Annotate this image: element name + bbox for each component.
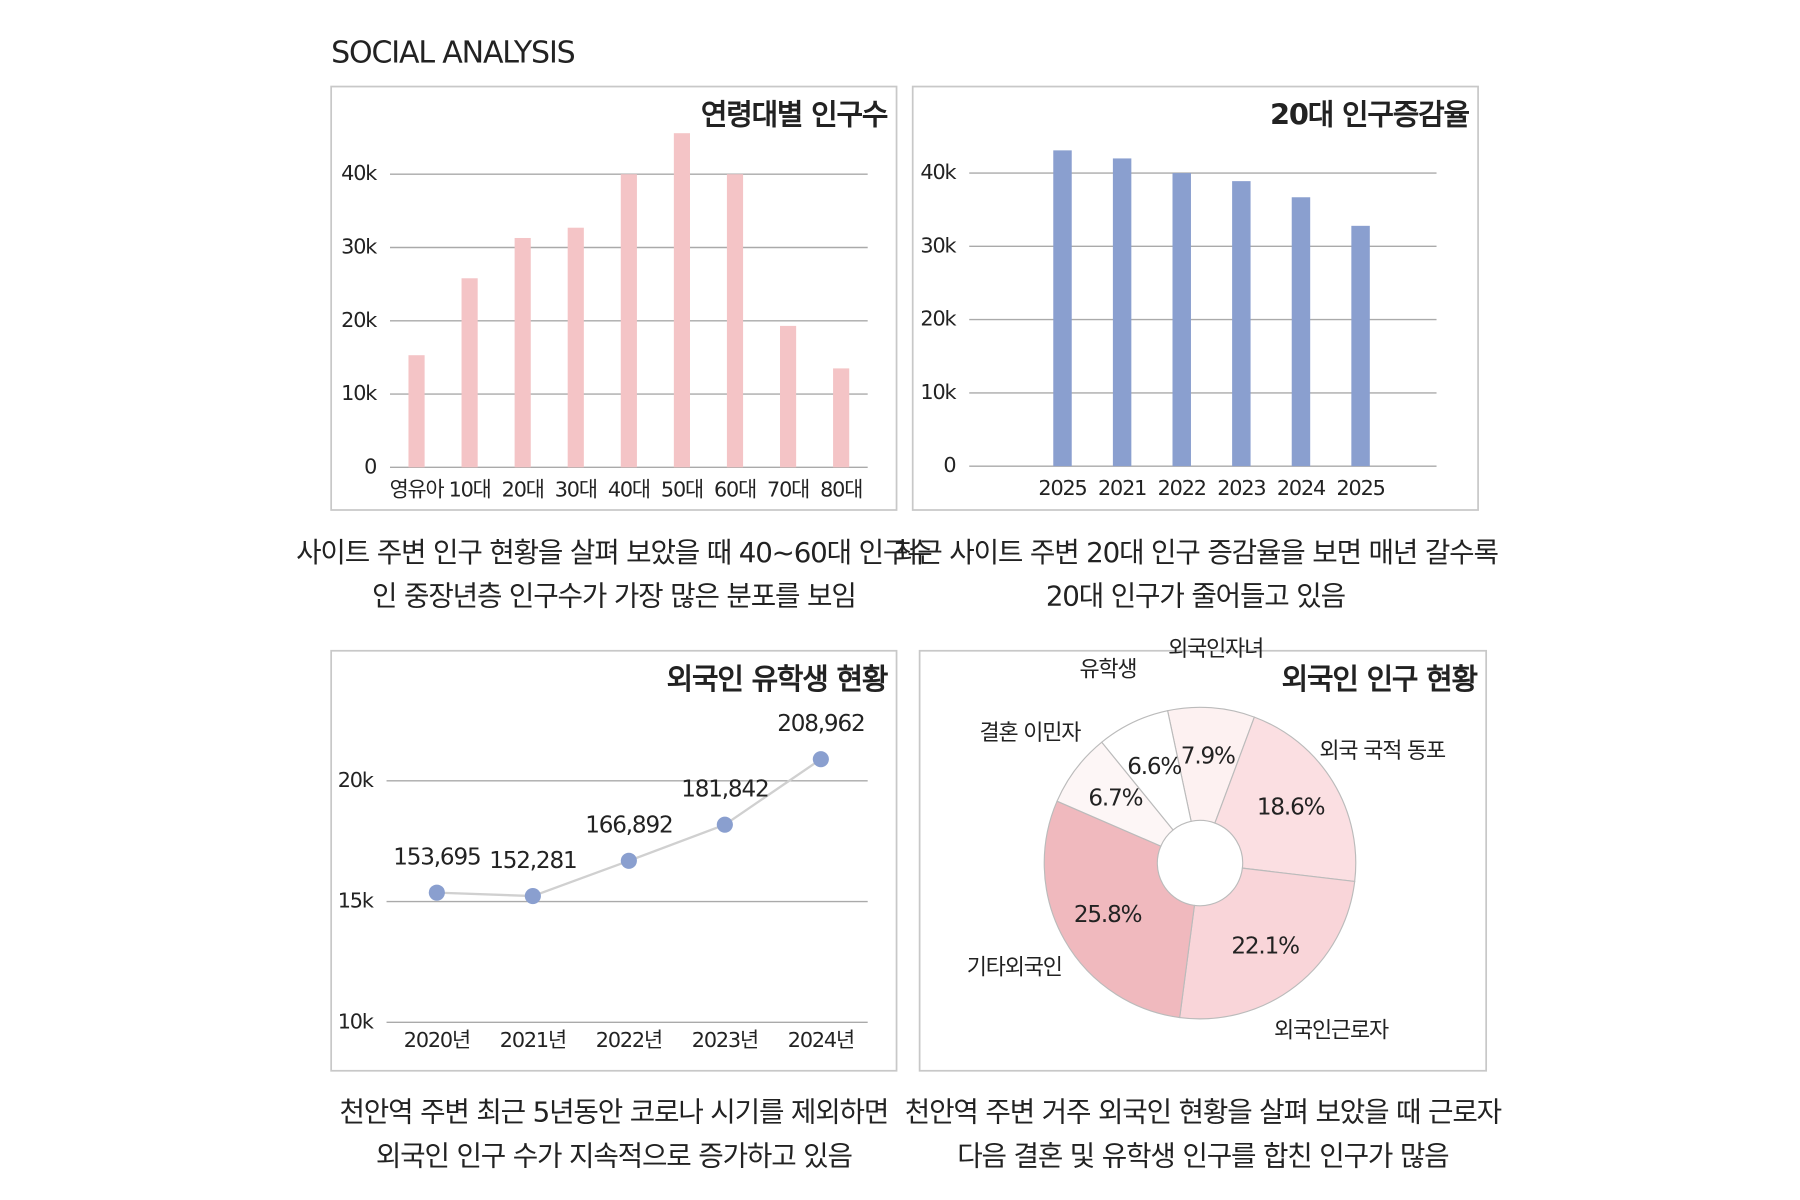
value-label: 153,695 xyxy=(393,845,480,871)
y-tick-label: 0 xyxy=(943,453,955,477)
y-tick-label: 30k xyxy=(341,235,377,259)
pie-slice xyxy=(1179,867,1356,1020)
x-tick-label: 2024 xyxy=(1277,476,1326,500)
value-label: 166,892 xyxy=(585,813,672,839)
x-tick-label: 2022년 xyxy=(596,1028,662,1052)
slice-name: 외국인자녀 xyxy=(1168,637,1263,662)
slice-value-label: 6.7% xyxy=(1088,785,1142,811)
bar xyxy=(1112,158,1132,467)
bar xyxy=(833,368,850,468)
page-header: SOCIAL ANALYSIS xyxy=(331,36,575,71)
point xyxy=(620,852,637,869)
slice-value-label: 6.6% xyxy=(1127,754,1181,780)
bar xyxy=(726,174,744,468)
y-tick-label: 10k xyxy=(338,1009,374,1033)
slice-name: 외국 국적 동포 xyxy=(1319,739,1446,764)
caption: 최근 사이트 주변 20대 인구 증감율을 보면 매년 갈수록 xyxy=(893,536,1498,569)
point xyxy=(524,887,541,905)
slice-name: 외국인근로자 xyxy=(1274,1019,1389,1044)
x-tick-label: 20대 xyxy=(502,477,544,501)
caption: 인 중장년층 인구수가 가장 많은 분포를 보임 xyxy=(372,580,856,613)
bar xyxy=(1053,150,1072,467)
value-label: 208,962 xyxy=(777,711,864,737)
y-tick-label: 10k xyxy=(920,380,956,404)
caption: 20대 인구가 줄어들고 있음 xyxy=(1046,580,1345,613)
caption: 천안역 주변 거주 외국인 현황을 살펴 보았을 때 근로자 xyxy=(905,1095,1502,1128)
x-tick-label: 2023 xyxy=(1217,476,1265,500)
panel xyxy=(918,649,1488,1072)
y-tick-label: 15k xyxy=(338,889,374,913)
x-tick-label: 10대 xyxy=(449,477,491,501)
x-tick-label: 70대 xyxy=(767,477,809,501)
slice-value-label: 25.8% xyxy=(1074,902,1142,928)
y-tick-label: 10k xyxy=(341,381,377,405)
x-tick-label: 40대 xyxy=(608,477,650,501)
x-tick-label: 2025 xyxy=(1038,476,1086,500)
caption: 천안역 주변 최근 5년동안 코로나 시기를 제외하면 xyxy=(339,1095,888,1128)
pie-slice xyxy=(1043,800,1196,1019)
x-tick-label: 2023년 xyxy=(692,1028,758,1052)
y-tick-label: 20k xyxy=(920,307,956,331)
bar xyxy=(620,174,637,468)
chart-title: 외국인 유학생 현황 xyxy=(667,662,888,696)
bar xyxy=(1232,181,1251,467)
bar xyxy=(673,133,690,468)
slice-value-label: 18.6% xyxy=(1257,794,1325,820)
y-tick-label: 30k xyxy=(920,233,956,257)
slice-name: 결혼 이민자 xyxy=(979,721,1081,746)
x-tick-label: 2022 xyxy=(1158,476,1206,500)
slice-name: 유학생 xyxy=(1079,657,1136,682)
x-tick-label: 30대 xyxy=(555,477,597,501)
caption: 사이트 주변 인구 현황을 살펴 보았을 때 40~60대 인구수 xyxy=(296,536,931,569)
x-tick-label: 영유아 xyxy=(390,477,445,501)
x-tick-label: 2021 xyxy=(1098,476,1146,500)
pie-slice xyxy=(1214,716,1357,883)
caption: 다음 결혼 및 유학생 인구를 합친 인구가 많음 xyxy=(957,1139,1448,1172)
point xyxy=(812,751,829,768)
x-tick-label: 50대 xyxy=(661,477,703,501)
bar xyxy=(1351,225,1370,467)
bar xyxy=(1172,173,1191,467)
x-tick-label: 2025 xyxy=(1336,476,1384,500)
bar xyxy=(567,227,584,468)
panel xyxy=(330,85,898,511)
value-label: 152,281 xyxy=(489,848,576,874)
slice-value-label: 22.1% xyxy=(1231,933,1299,959)
bar xyxy=(514,237,531,468)
slice-name: 기타외국인 xyxy=(967,955,1062,980)
y-tick-label: 0 xyxy=(364,454,376,478)
panel xyxy=(330,649,898,1072)
x-tick-label: 80대 xyxy=(820,477,862,501)
x-tick-label: 2021년 xyxy=(500,1028,566,1052)
value-label: 181,842 xyxy=(681,777,768,803)
point xyxy=(428,884,445,901)
bar xyxy=(1291,197,1311,467)
bar xyxy=(780,325,797,468)
y-tick-label: 20k xyxy=(341,308,377,332)
chart-title: 외국인 인구 현황 xyxy=(1282,662,1478,696)
y-tick-label: 20k xyxy=(338,768,374,792)
pie-slice xyxy=(1100,710,1192,831)
chart-title: 20대 인구증감율 xyxy=(1270,98,1470,132)
x-tick-label: 60대 xyxy=(714,477,756,501)
chart-title: 연령대별 인구수 xyxy=(701,98,888,132)
y-tick-label: 40k xyxy=(341,161,377,185)
panel xyxy=(911,85,1479,511)
caption: 외국인 인구 수가 지속적으로 증가하고 있음 xyxy=(376,1139,852,1172)
y-tick-label: 40k xyxy=(920,160,956,184)
bar xyxy=(408,355,425,468)
x-tick-label: 2024년 xyxy=(788,1028,854,1052)
slice-value-label: 7.9% xyxy=(1181,744,1235,770)
x-tick-label: 2020년 xyxy=(404,1028,470,1052)
point xyxy=(716,816,733,833)
bar xyxy=(461,278,478,468)
